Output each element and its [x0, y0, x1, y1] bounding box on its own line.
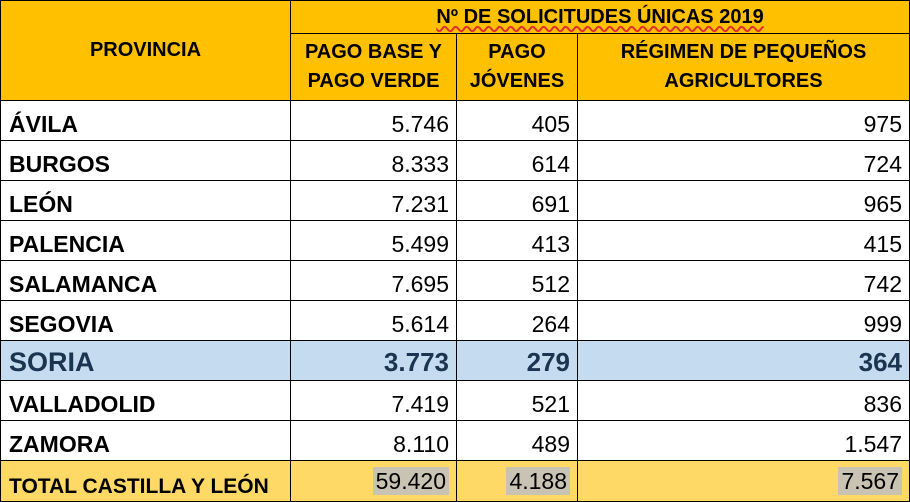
cell-pago-base: 8.333 [290, 140, 457, 181]
cell-provincia: ÁVILA [0, 100, 291, 141]
cell-regimen: 724 [576, 140, 910, 181]
cell-pago-base: 5.614 [290, 300, 457, 341]
cell-total-pago-jovenes: 4.188 [456, 460, 578, 502]
header-regimen-line2: AGRICULTORES [664, 70, 823, 92]
table-row-total: TOTAL CASTILLA Y LEÓN 59.420 4.188 7.567 [0, 460, 910, 502]
header-pago-base: PAGO BASE Y PAGO VERDE [290, 33, 457, 101]
cell-total-regimen: 7.567 [576, 460, 910, 502]
cell-pago-jovenes: 521 [456, 380, 578, 421]
cell-pago-base: 5.499 [290, 220, 457, 261]
cell-pago-jovenes: 614 [456, 140, 578, 181]
cell-provincia: VALLADOLID [0, 380, 291, 421]
table-row: PALENCIA 5.499 413 415 [0, 220, 910, 261]
cell-regimen: 965 [576, 180, 910, 221]
cell-regimen: 364 [576, 340, 910, 381]
cell-pago-base: 7.419 [290, 380, 457, 421]
total-pago-jovenes-value: 4.188 [506, 466, 570, 495]
cell-provincia: LEÓN [0, 180, 291, 221]
cell-provincia: SEGOVIA [0, 300, 291, 341]
cell-pago-jovenes: 512 [456, 260, 578, 301]
cell-pago-jovenes: 489 [456, 420, 578, 461]
cell-pago-jovenes: 264 [456, 300, 578, 341]
cell-regimen: 415 [576, 220, 910, 261]
cell-provincia: SALAMANCA [0, 260, 291, 301]
table-row-highlighted: SORIA 3.773 279 364 [0, 340, 910, 381]
cell-regimen: 742 [576, 260, 910, 301]
header-pago-jovenes: PAGO JÓVENES [456, 33, 578, 101]
table-row: LEÓN 7.231 691 965 [0, 180, 910, 221]
header-group-title: Nº DE SOLICITUDES ÚNICAS 2019 [289, 0, 910, 34]
table-row: SALAMANCA 7.695 512 742 [0, 260, 910, 301]
table-row: BURGOS 8.333 614 724 [0, 140, 910, 181]
table-row: SEGOVIA 5.614 264 999 [0, 300, 910, 341]
cell-pago-jovenes: 691 [456, 180, 578, 221]
table-row: ÁVILA 5.746 405 975 [0, 100, 910, 141]
cell-regimen: 1.547 [576, 420, 910, 461]
cell-pago-base: 3.773 [290, 340, 457, 381]
cell-pago-base: 8.110 [290, 420, 457, 461]
cell-regimen: 975 [576, 100, 910, 141]
cell-regimen: 999 [576, 300, 910, 341]
cell-pago-jovenes: 279 [456, 340, 578, 381]
total-regimen-value: 7.567 [838, 466, 903, 495]
header-pago-base-line1: PAGO BASE Y [304, 41, 443, 63]
cell-pago-base: 7.231 [290, 180, 457, 221]
header-pago-jovenes-line2: JÓVENES [469, 70, 565, 92]
table-row: ZAMORA 8.110 489 1.547 [0, 420, 910, 461]
cell-pago-base: 7.695 [290, 260, 457, 301]
cell-pago-jovenes: 405 [456, 100, 578, 141]
cell-regimen: 836 [576, 380, 910, 421]
cell-pago-jovenes: 413 [456, 220, 578, 261]
group-title-text: Nº DE SOLICITUDES ÚNICAS 2019 [436, 5, 764, 28]
cell-provincia: ZAMORA [0, 420, 291, 461]
header-pago-base-line2: PAGO VERDE [307, 70, 440, 92]
cell-total-pago-base: 59.420 [290, 460, 457, 502]
cell-total-label: TOTAL CASTILLA Y LEÓN [0, 460, 291, 502]
cell-provincia: SORIA [0, 340, 291, 381]
header-regimen-line1: RÉGIMEN DE PEQUEÑOS [620, 41, 867, 63]
header-regimen: RÉGIMEN DE PEQUEÑOS AGRICULTORES [576, 33, 910, 101]
header-pago-jovenes-line1: PAGO [488, 41, 546, 63]
cell-provincia: PALENCIA [0, 220, 291, 261]
cell-pago-base: 5.746 [290, 100, 457, 141]
header-provincia: PROVINCIA [0, 0, 291, 101]
table-row: VALLADOLID 7.419 521 836 [0, 380, 910, 421]
cell-provincia: BURGOS [0, 140, 291, 181]
total-pago-base-value: 59.420 [372, 466, 449, 495]
